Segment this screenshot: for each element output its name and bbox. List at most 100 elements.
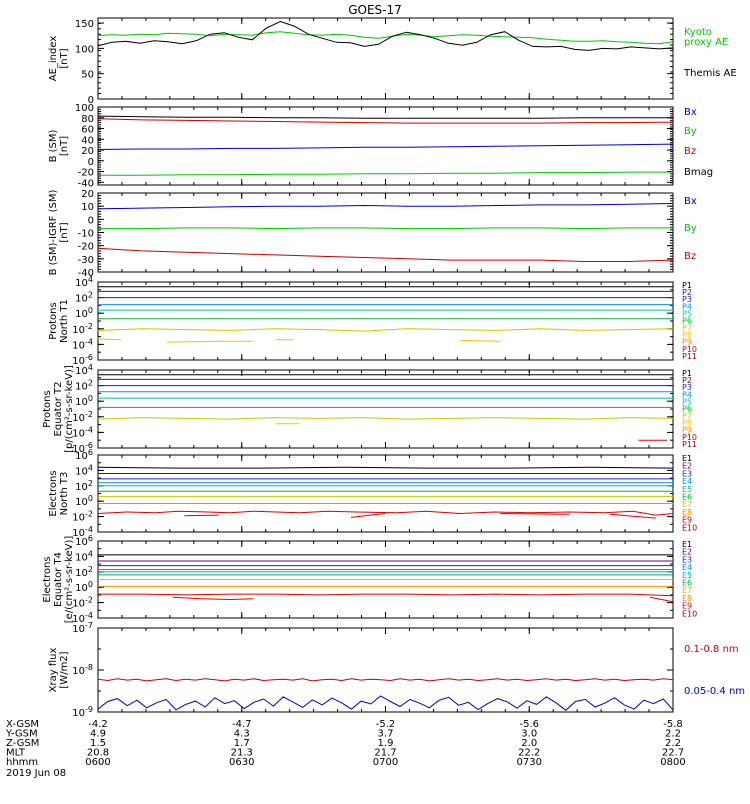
series-segment	[500, 513, 570, 515]
tick-mantissa: 10	[75, 451, 88, 462]
ephemeris-value: 1.5	[90, 738, 106, 749]
tick-exponent: -2	[85, 410, 93, 419]
series-segment	[460, 340, 501, 342]
y-axis-label: Electrons	[42, 556, 53, 602]
series-line-bmag	[97, 115, 673, 119]
ephemeris-value: 21.3	[231, 748, 253, 759]
y-axis-label: B (SM)-IGRF (SM)	[48, 190, 59, 276]
legend-entry: P8	[682, 331, 692, 340]
ephemeris-value: 2.2	[665, 738, 681, 749]
series-segment	[609, 513, 656, 519]
y-tick-label: 10-4	[72, 337, 93, 351]
y-tick-label: 10-4	[72, 525, 93, 539]
y-tick-label: -20	[78, 168, 94, 179]
tick-exponent: 0	[88, 394, 93, 403]
tick-mantissa: 10	[75, 568, 88, 579]
tick-mantissa: 10	[75, 482, 88, 493]
legend-entry: P11	[682, 440, 697, 449]
legend-entry: E9	[682, 602, 692, 611]
ephemeris-value: 20.8	[87, 748, 109, 759]
tick-exponent: 4	[88, 549, 93, 558]
legend-entry: P11	[682, 352, 697, 361]
ephemeris-value: 0800	[660, 757, 685, 768]
y-axis-label: Protons	[42, 390, 53, 427]
y-tick-label: -20	[78, 242, 94, 253]
legend-entry: E10	[682, 609, 697, 618]
legend-entry: Bz	[684, 251, 696, 262]
tick-exponent: -9	[85, 705, 93, 714]
legend-entry: P4	[682, 302, 692, 311]
legend-entry: P5	[682, 309, 692, 318]
y-axis-label: [e/(cm²-s-sr-keV)]	[64, 536, 75, 624]
legend-entry: By	[684, 223, 697, 234]
tick-exponent: -4	[85, 337, 93, 346]
tick-exponent: -8	[85, 663, 93, 672]
legend-entry: E1	[682, 454, 692, 463]
legend-entry: By	[684, 126, 697, 137]
ephemeris-value: 4.9	[90, 729, 106, 740]
legend-entry: P10	[682, 433, 697, 442]
y-tick-label: 100	[75, 580, 93, 594]
ephemeris-label-x-gsm: X-GSM	[6, 719, 39, 730]
series-line-0-05-0-4-nm	[97, 695, 674, 711]
tick-exponent: 2	[88, 291, 93, 300]
series-segment	[184, 514, 219, 517]
legend-entry: P10	[682, 345, 697, 354]
y-tick-label: 20	[81, 189, 94, 200]
y-tick-label: -10	[78, 229, 94, 240]
tick-exponent: -4	[85, 611, 93, 620]
y-tick-label: 20	[81, 146, 94, 157]
tick-mantissa: 10	[75, 466, 88, 477]
legend-entry: P1	[682, 369, 692, 378]
ephemeris-value: -4.7	[232, 719, 252, 730]
legend-entry: E8	[682, 508, 692, 517]
series-line-e1	[97, 466, 674, 469]
panel-frame	[97, 17, 674, 100]
y-tick-label: 10-4	[72, 425, 93, 439]
tick-exponent: 0	[88, 580, 93, 589]
tick-exponent: 2	[88, 379, 93, 388]
legend-entry: Themis AE	[683, 68, 737, 79]
legend-entry: Bx	[684, 196, 697, 207]
series-line-by	[98, 171, 673, 176]
legend-entry: P6	[682, 404, 692, 413]
legend-entry: E5	[682, 571, 692, 580]
legend-entry: E6	[682, 579, 692, 588]
legend-entry: E4	[682, 563, 692, 572]
series-line-e9	[98, 593, 674, 597]
y-tick-label: 10	[81, 202, 94, 213]
tick-exponent: 4	[88, 463, 93, 472]
ephemeris-value: 0630	[229, 757, 254, 768]
panel-frame	[97, 369, 674, 449]
legend-entry: Bz	[684, 146, 696, 157]
y-tick-label: 40	[81, 135, 94, 146]
tick-exponent: 6	[88, 534, 93, 543]
series-segment	[172, 596, 254, 601]
series-segment	[97, 510, 674, 516]
tick-mantissa: 10	[75, 309, 88, 320]
legend: 0.1-0.8 nm 0.05-0.4 nm	[684, 644, 745, 697]
tick-exponent: -4	[85, 525, 93, 534]
tick-exponent: 0	[88, 494, 93, 503]
y-tick-label: 104	[75, 463, 93, 477]
y-axis-label: [nT]	[59, 136, 70, 156]
ephemeris-value: -5.6	[519, 719, 539, 730]
series-segment	[649, 596, 674, 603]
legend: Bx By Bz	[684, 196, 697, 262]
y-axis-label: [nT]	[59, 222, 70, 242]
series-line-bz	[97, 118, 674, 124]
ephemeris-value: 3.7	[378, 729, 394, 740]
y-axis-label: Xray flux	[48, 648, 59, 693]
tick-exponent: -7	[85, 621, 93, 630]
ephemeris-label-y-gsm: Y-GSM	[5, 729, 38, 740]
tick-mantissa: 10	[75, 552, 88, 563]
ephemeris-table: X-GSM -4.2 -4.7 -5.2 -5.6 -5.8 Y-GSM 4.9 4.3 3.7 3…	[5, 719, 686, 779]
legend-entry: E8	[682, 594, 692, 603]
legend-entry: proxy AE	[684, 37, 728, 48]
legend-entry: P9	[682, 426, 692, 435]
legend-entry: E2	[682, 548, 692, 557]
y-tick-label: 106	[75, 534, 93, 548]
